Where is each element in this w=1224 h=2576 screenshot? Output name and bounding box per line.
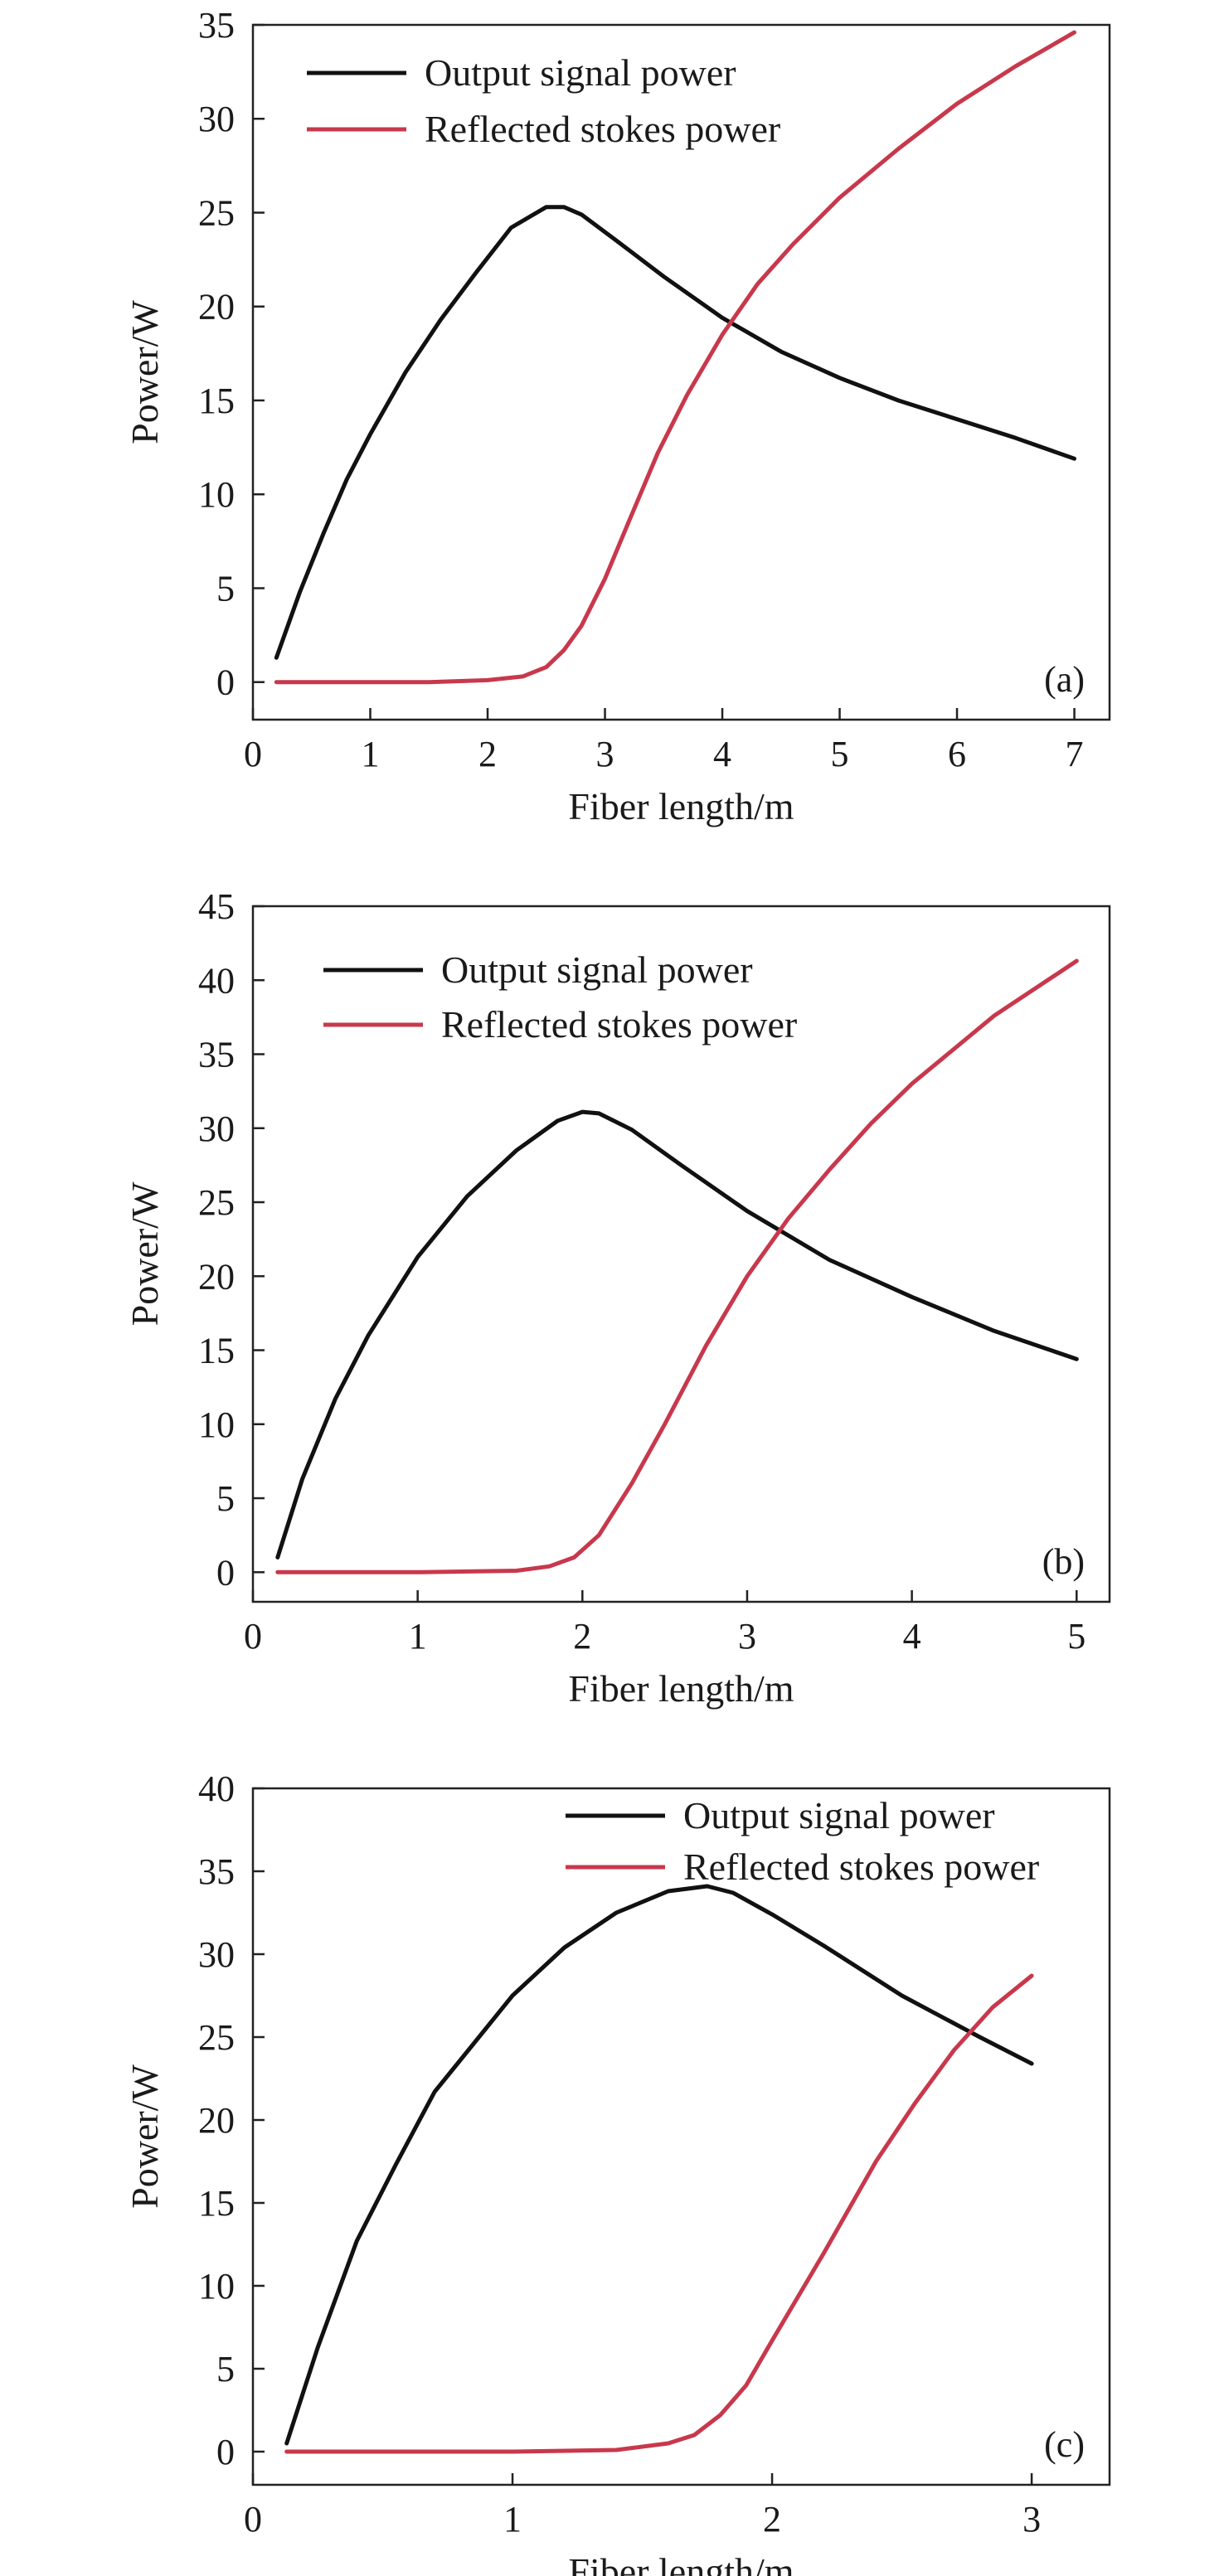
y-axis-label: Power/W — [124, 1181, 166, 1326]
y-tick-label: 40 — [198, 1768, 235, 1809]
y-tick-label: 40 — [198, 960, 235, 1001]
series-line-reflected-stokes-power — [275, 958, 1079, 1574]
y-tick-label: 30 — [198, 1109, 235, 1149]
x-tick-label: 5 — [831, 734, 849, 774]
x-tick-label: 4 — [903, 1616, 921, 1657]
plot-frame — [251, 905, 1111, 1603]
y-tick-label: 20 — [198, 1256, 235, 1297]
panel-label: (b) — [1042, 1541, 1085, 1582]
y-tick-label: 35 — [198, 1035, 235, 1075]
x-tick-label: 1 — [362, 734, 380, 774]
y-tick-label: 5 — [216, 2349, 235, 2389]
plot-frame — [251, 1787, 1111, 2486]
legend-label: Output signal power — [441, 948, 753, 991]
y-tick-label: 10 — [198, 474, 235, 515]
x-tick-label: 1 — [409, 1616, 427, 1657]
y-tick-label: 10 — [198, 1404, 235, 1445]
x-tick-label: 0 — [244, 1616, 262, 1657]
series-line-reflected-stokes-power — [274, 30, 1076, 685]
x-tick-label: 2 — [573, 1616, 591, 1657]
y-tick-label: 25 — [198, 1182, 235, 1223]
legend-label: Reflected stokes power — [425, 108, 780, 150]
panel-label: (a) — [1044, 659, 1085, 700]
x-tick-label: 6 — [948, 734, 966, 774]
y-tick-label: 15 — [198, 2183, 235, 2224]
y-tick-label: 5 — [216, 568, 235, 609]
chart-panel-a: 0 1 2 3 4 5 6 7 0 5 10 15 20 25 30 35 Fiber length/m Powe… — [124, 5, 1111, 827]
y-tick-label: 30 — [198, 99, 235, 139]
y-tick-label: 25 — [198, 2017, 235, 2058]
x-tick-label: 2 — [763, 2499, 781, 2540]
y-tick-label: 15 — [198, 381, 235, 421]
y-tick-label: 0 — [216, 2432, 235, 2472]
x-axis-label: Fiber length/m — [568, 2550, 794, 2576]
x-tick-label: 0 — [244, 734, 262, 774]
x-tick-label: 4 — [713, 734, 731, 774]
y-tick-label: 0 — [216, 662, 235, 703]
y-tick-label: 35 — [198, 5, 235, 46]
x-tick-label: 0 — [244, 2499, 262, 2540]
series-line-reflected-stokes-power — [284, 1973, 1034, 2454]
x-tick-label: 3 — [596, 734, 614, 774]
panel-label: (c) — [1044, 2424, 1085, 2465]
plot-frame — [251, 23, 1111, 721]
series-line-output-signal-power — [274, 205, 1076, 660]
legend-label: Reflected stokes power — [441, 1003, 797, 1045]
legend-label: Reflected stokes power — [683, 1846, 1039, 1888]
x-tick-label: 3 — [738, 1616, 756, 1657]
y-tick-label: 45 — [198, 886, 235, 927]
series-line-output-signal-power — [275, 1109, 1079, 1560]
x-tick-label: 7 — [1066, 734, 1084, 774]
y-tick-label: 15 — [198, 1331, 235, 1371]
y-tick-label: 5 — [216, 1478, 235, 1519]
x-axis-label: Fiber length/m — [568, 1667, 794, 1710]
y-axis-label: Power/W — [124, 2064, 166, 2209]
x-tick-label: 1 — [503, 2499, 522, 2540]
x-axis-label: Fiber length/m — [568, 785, 794, 827]
y-tick-label: 35 — [198, 1851, 235, 1892]
x-tick-label: 3 — [1022, 2499, 1041, 2540]
series-line-output-signal-power — [284, 1884, 1034, 2446]
legend-label: Output signal power — [683, 1794, 995, 1836]
x-tick-label: 2 — [478, 734, 497, 774]
x-tick-label: 5 — [1067, 1616, 1086, 1657]
y-tick-label: 0 — [216, 1552, 235, 1593]
y-tick-label: 10 — [198, 2266, 235, 2307]
y-tick-label: 20 — [198, 2100, 235, 2141]
y-axis-label: Power/W — [124, 300, 166, 444]
y-tick-label: 25 — [198, 192, 235, 233]
y-tick-label: 20 — [198, 287, 235, 327]
legend-label: Output signal power — [425, 51, 736, 94]
y-tick-label: 30 — [198, 1934, 235, 1975]
